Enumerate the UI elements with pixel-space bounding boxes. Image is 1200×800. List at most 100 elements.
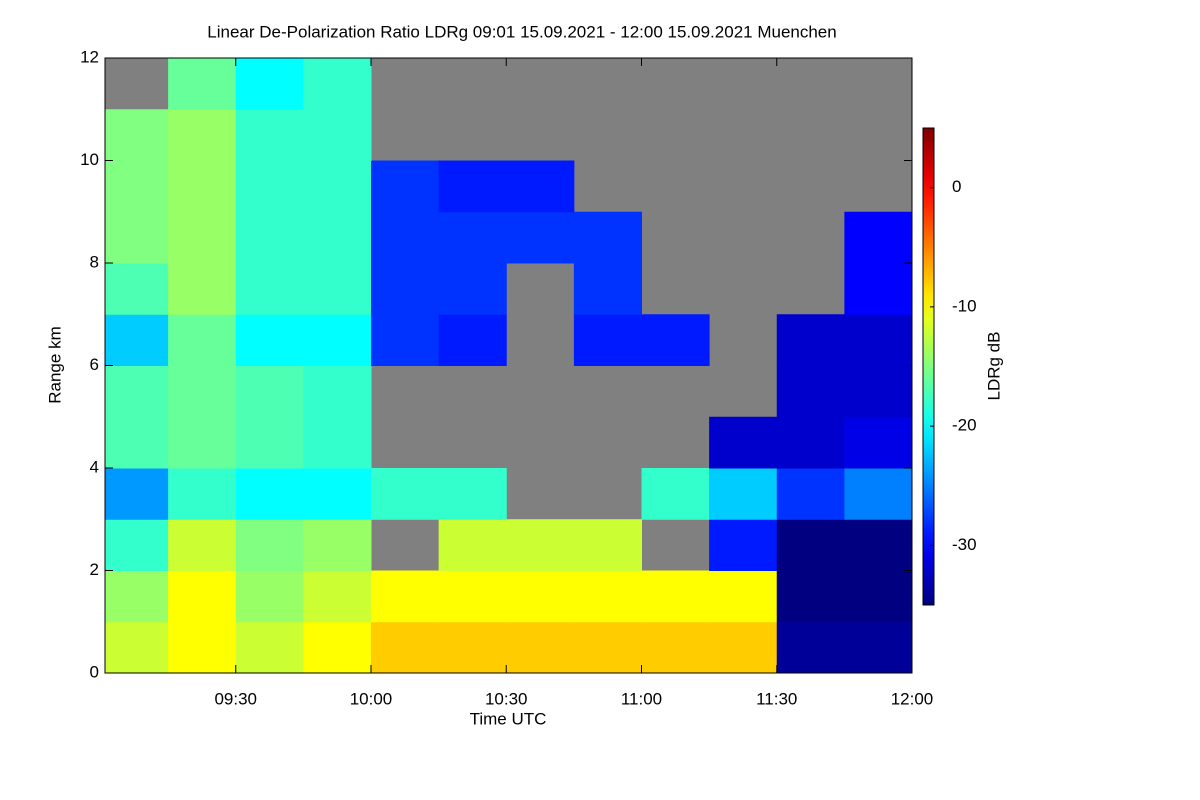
heatmap-cell [641, 314, 710, 366]
heatmap-cell [235, 314, 304, 366]
colorbar-tick-label: -30 [952, 535, 977, 554]
heatmap-cell [641, 621, 710, 674]
heatmap-cell [844, 621, 913, 674]
heatmap-cell [303, 416, 372, 469]
heatmap-cell [573, 314, 642, 366]
heatmap-cell [235, 519, 304, 571]
heatmap-cell [776, 468, 845, 520]
x-tick-label: 10:30 [485, 689, 528, 708]
colorbar [922, 127, 935, 606]
heatmap-cell [776, 519, 845, 571]
heatmap-cell [506, 519, 575, 571]
colorbar-label: LDRg dB [984, 332, 1003, 401]
heatmap-cell [303, 314, 372, 366]
heatmap-cell [168, 365, 237, 418]
heatmap-cell [438, 160, 507, 213]
heatmap-cell [235, 468, 304, 520]
heatmap-cell [709, 621, 778, 674]
x-tick-label: 11:30 [756, 689, 797, 708]
heatmap-cell [168, 160, 237, 213]
heatmap-cell [235, 621, 304, 674]
heatmap-cell [573, 621, 642, 674]
heatmap-cell [844, 519, 913, 571]
heatmap-cell [235, 365, 304, 418]
heatmap-cell [844, 314, 913, 366]
heatmap-cell [438, 263, 507, 315]
heatmap-cell [168, 263, 237, 315]
heatmap-cell [168, 519, 237, 571]
heatmap-cell [370, 314, 440, 366]
heatmap-cell [506, 570, 575, 623]
heatmap-cell [844, 263, 913, 315]
heatmap-cell [709, 416, 778, 469]
heatmap-cell [370, 621, 440, 674]
heatmap-cell [709, 519, 778, 571]
heatmap-cell [105, 519, 169, 571]
heatmap-cell [168, 109, 237, 161]
heatmap-cell [168, 570, 237, 623]
chart-title: Linear De-Polarization Ratio LDRg 09:01 … [207, 22, 836, 41]
y-tick-label: 10 [80, 150, 99, 169]
heatmap-cell [776, 416, 845, 469]
heatmap-cell [370, 211, 440, 264]
heatmap-cell [105, 416, 169, 469]
heatmap-cell [370, 570, 440, 623]
colorbar-tick-label: -20 [952, 416, 977, 435]
heatmap-cell [844, 211, 913, 264]
heatmap-cell [105, 109, 169, 161]
heatmap-cell [105, 365, 169, 418]
y-tick-label: 12 [80, 47, 99, 66]
heatmap-cell [168, 58, 237, 110]
x-axis-label: Time UTC [470, 709, 547, 728]
heatmap-cell [303, 468, 372, 520]
heatmap-cell [168, 314, 237, 366]
heatmap-cell [776, 314, 845, 366]
y-tick-label: 2 [90, 560, 99, 579]
x-tick-label: 12:00 [891, 689, 934, 708]
heatmap-cell [303, 263, 372, 315]
heatmap-cell [776, 365, 845, 418]
heatmap-cell [438, 211, 507, 264]
heatmap-cell [105, 621, 169, 674]
x-tick-label: 10:00 [350, 689, 393, 708]
x-tick-label: 11:00 [621, 689, 662, 708]
heatmap-cell [370, 263, 440, 315]
heatmap-cell [303, 570, 372, 623]
heatmap-cell [168, 211, 237, 264]
heatmap-cell [438, 519, 507, 571]
heatmap-cell [641, 570, 710, 623]
y-tick-label: 8 [90, 252, 99, 271]
heatmap-cell [105, 211, 169, 264]
heatmap-cell [168, 416, 237, 469]
heatmap-cell [105, 570, 169, 623]
heatmap-cell [438, 570, 507, 623]
heatmap-cell [370, 160, 440, 213]
heatmap-cell [573, 519, 642, 571]
heatmap-cell [844, 416, 913, 469]
heatmap-cell [303, 621, 372, 674]
heatmap-cell [506, 621, 575, 674]
y-tick-label: 6 [90, 355, 99, 374]
heatmap-cell [370, 468, 440, 520]
y-tick-label: 4 [90, 457, 99, 476]
x-tick-label: 09:30 [214, 689, 257, 708]
colorbar-tick-label: 0 [952, 177, 961, 196]
heatmap-cell [641, 468, 710, 520]
heatmap-cell [235, 416, 304, 469]
heatmap-cell [303, 519, 372, 571]
heatmap-cell [709, 570, 778, 623]
heatmap-cell [235, 263, 304, 315]
heatmap-cell [235, 109, 304, 161]
colorbar-tick-label: -10 [952, 296, 977, 315]
heatmap-cell [303, 160, 372, 213]
heatmap-cell [105, 314, 169, 366]
y-axis-label: Range km [45, 326, 64, 403]
heatmap-cell [168, 468, 237, 520]
heatmap-cell [303, 211, 372, 264]
heatmap-cell [438, 314, 507, 366]
heatmap-cell [438, 468, 507, 520]
heatmap-cell [573, 263, 642, 315]
heatmap-cell [573, 211, 642, 264]
y-tick-label: 0 [90, 662, 99, 681]
heatmap-cell [105, 468, 169, 520]
